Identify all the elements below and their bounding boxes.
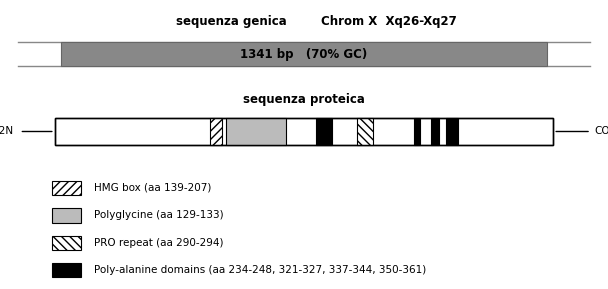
Bar <box>356 118 373 144</box>
Bar <box>55 118 553 144</box>
Text: COOH: COOH <box>594 127 608 136</box>
Text: HMG box (aa 139-207): HMG box (aa 139-207) <box>94 183 212 193</box>
Bar <box>55 118 553 144</box>
Bar <box>316 118 332 144</box>
Bar <box>52 236 81 250</box>
Bar <box>432 118 439 144</box>
Bar <box>52 263 81 277</box>
Text: Chrom X  Xq26-Xq27: Chrom X Xq26-Xq27 <box>321 15 457 28</box>
Bar <box>226 118 286 144</box>
Text: PRO repeat (aa 290-294): PRO repeat (aa 290-294) <box>94 238 224 248</box>
Text: sequenza genica: sequenza genica <box>176 15 286 28</box>
Bar <box>61 42 547 66</box>
Text: 1341 bp   (70% GC): 1341 bp (70% GC) <box>240 48 368 61</box>
Bar <box>446 118 458 144</box>
Bar <box>413 118 420 144</box>
Bar <box>52 181 81 195</box>
Text: H2N: H2N <box>0 127 13 136</box>
Bar <box>210 118 223 144</box>
Bar <box>52 208 81 223</box>
Text: Poly-alanine domains (aa 234-248, 321-327, 337-344, 350-361): Poly-alanine domains (aa 234-248, 321-32… <box>94 265 426 275</box>
Text: Polyglycine (aa 129-133): Polyglycine (aa 129-133) <box>94 210 224 220</box>
Text: sequenza proteica: sequenza proteica <box>243 93 365 106</box>
